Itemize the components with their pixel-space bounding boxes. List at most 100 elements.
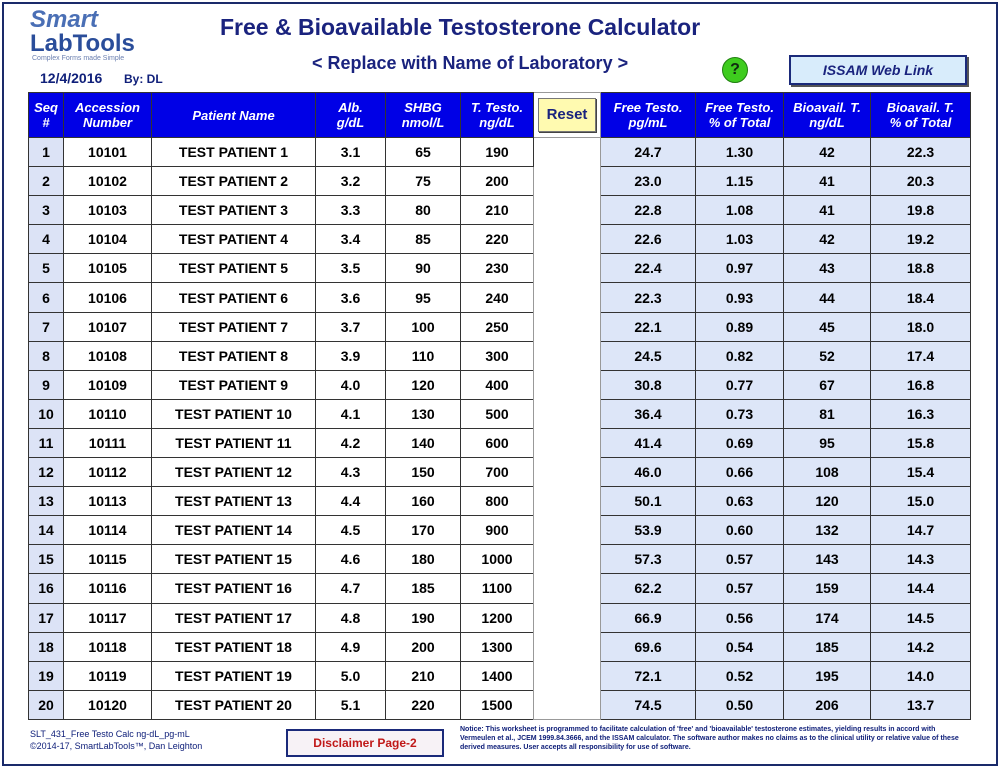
- cell: 250: [461, 312, 534, 341]
- cell: 72.1: [601, 661, 696, 690]
- cell: 240: [461, 283, 534, 312]
- cell: 41.4: [601, 428, 696, 457]
- cell: 53.9: [601, 516, 696, 545]
- cell: 0.60: [696, 516, 784, 545]
- cell: 700: [461, 458, 534, 487]
- cell: 1000: [461, 545, 534, 574]
- cell: 3.7: [316, 312, 386, 341]
- cell: TEST PATIENT 3: [152, 196, 316, 225]
- cell: 0.63: [696, 487, 784, 516]
- cell: 90: [386, 254, 461, 283]
- cell: 50.1: [601, 487, 696, 516]
- cell: TEST PATIENT 6: [152, 283, 316, 312]
- cell: 22.3: [871, 138, 971, 167]
- header-text: g/dL: [337, 115, 364, 130]
- header-text: nmol/L: [402, 115, 445, 130]
- cell: 180: [386, 545, 461, 574]
- cell: TEST PATIENT 11: [152, 428, 316, 457]
- cell: 0.66: [696, 458, 784, 487]
- cell: 4.8: [316, 603, 386, 632]
- cell: 44: [784, 283, 871, 312]
- cell: 22.3: [601, 283, 696, 312]
- cell: 1.08: [696, 196, 784, 225]
- help-button[interactable]: ?: [722, 57, 748, 83]
- cell: TEST PATIENT 7: [152, 312, 316, 341]
- cell: 85: [386, 225, 461, 254]
- data-row: 1610116TEST PATIENT 164.7185110062.20.57…: [29, 574, 971, 603]
- cell: 52: [784, 341, 871, 370]
- data-row: 610106TEST PATIENT 63.69524022.30.934418…: [29, 283, 971, 312]
- cell: 42: [784, 225, 871, 254]
- header-text: % of Total: [890, 115, 952, 130]
- cell: 66.9: [601, 603, 696, 632]
- cell: 17.4: [871, 341, 971, 370]
- cell: 10109: [64, 370, 152, 399]
- notice: Notice: This worksheet is programmed to …: [460, 725, 970, 752]
- column-header: Seq#: [29, 93, 64, 138]
- cell: 3.2: [316, 167, 386, 196]
- cell: 1200: [461, 603, 534, 632]
- column-header: Free Testo.pg/mL: [601, 93, 696, 138]
- column-header: Alb.g/dL: [316, 93, 386, 138]
- cell: 14.5: [871, 603, 971, 632]
- cell: TEST PATIENT 1: [152, 138, 316, 167]
- data-row: 1510115TEST PATIENT 154.6180100057.30.57…: [29, 545, 971, 574]
- cell: 10108: [64, 341, 152, 370]
- cell: 0.82: [696, 341, 784, 370]
- data-row: 210102TEST PATIENT 23.27520023.01.154120…: [29, 167, 971, 196]
- disclaimer-button[interactable]: Disclaimer Page-2: [286, 729, 444, 757]
- cell: 0.93: [696, 283, 784, 312]
- cell: 120: [386, 370, 461, 399]
- cell: TEST PATIENT 4: [152, 225, 316, 254]
- cell: 1100: [461, 574, 534, 603]
- reset-button[interactable]: Reset: [538, 98, 596, 132]
- cell: 5.1: [316, 690, 386, 719]
- data-row: 810108TEST PATIENT 83.911030024.50.82521…: [29, 341, 971, 370]
- cell: 15.4: [871, 458, 971, 487]
- cell: 170: [386, 516, 461, 545]
- cell: TEST PATIENT 17: [152, 603, 316, 632]
- data-row: 1010110TEST PATIENT 104.113050036.40.738…: [29, 399, 971, 428]
- cell: 4.7: [316, 574, 386, 603]
- cell: 210: [461, 196, 534, 225]
- cell: 57.3: [601, 545, 696, 574]
- issam-link[interactable]: ISSAM Web Link: [789, 55, 967, 85]
- cell: 14: [29, 516, 64, 545]
- cell: 5.0: [316, 661, 386, 690]
- column-header: Free Testo.% of Total: [696, 93, 784, 138]
- data-row: 310103TEST PATIENT 33.38021022.81.084119…: [29, 196, 971, 225]
- data-row: 910109TEST PATIENT 94.012040030.80.77671…: [29, 370, 971, 399]
- cell: 18: [29, 632, 64, 661]
- cell: 10112: [64, 458, 152, 487]
- cell: 62.2: [601, 574, 696, 603]
- cell: 6: [29, 283, 64, 312]
- cell: 18.4: [871, 283, 971, 312]
- cell: 3.3: [316, 196, 386, 225]
- cell: 7: [29, 312, 64, 341]
- cell: 3.9: [316, 341, 386, 370]
- cell: 45: [784, 312, 871, 341]
- cell: 200: [386, 632, 461, 661]
- cell: 10119: [64, 661, 152, 690]
- cell: 18.8: [871, 254, 971, 283]
- cell: 108: [784, 458, 871, 487]
- cell: TEST PATIENT 15: [152, 545, 316, 574]
- cell: 190: [386, 603, 461, 632]
- cell: 65: [386, 138, 461, 167]
- column-header: Bioavail. T.% of Total: [871, 93, 971, 138]
- cell: 41: [784, 196, 871, 225]
- cell: 14.3: [871, 545, 971, 574]
- cell: 10107: [64, 312, 152, 341]
- cell: 10104: [64, 225, 152, 254]
- cell: 0.69: [696, 428, 784, 457]
- header-text: pg/mL: [629, 115, 668, 130]
- column-header: SHBGnmol/L: [386, 93, 461, 138]
- cell: 10: [29, 399, 64, 428]
- header-text: Alb.: [338, 100, 363, 115]
- cell: 10103: [64, 196, 152, 225]
- cell: 22.8: [601, 196, 696, 225]
- cell: 0.89: [696, 312, 784, 341]
- cell: TEST PATIENT 20: [152, 690, 316, 719]
- header-text: T. Testo.: [471, 100, 523, 115]
- cell: 185: [386, 574, 461, 603]
